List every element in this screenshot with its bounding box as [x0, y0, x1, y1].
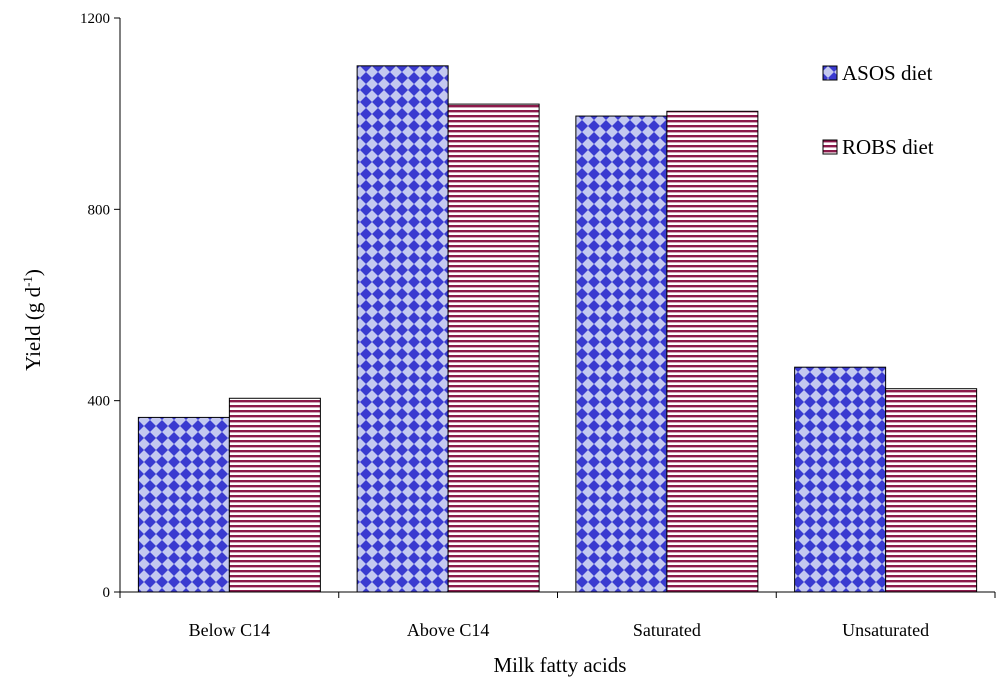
legend-label-robs: ROBS diet [842, 135, 934, 159]
x-category-label: Unsaturated [842, 620, 929, 640]
bar-robs-unsaturated [885, 388, 978, 593]
bar-robs-above-c14 [447, 103, 540, 593]
bars-layer [137, 65, 978, 593]
y-tick-label: 0 [103, 585, 111, 601]
bar-asos-unsaturated [794, 366, 887, 593]
x-category-label: Saturated [633, 620, 701, 640]
bar-asos-saturated [575, 115, 668, 593]
x-axis-title: Milk fatty acids [494, 653, 627, 677]
y-tick-label: 1200 [80, 11, 110, 27]
legend-swatch-robs [822, 139, 838, 155]
x-category-label: Above C14 [407, 620, 490, 640]
bar-robs-saturated [666, 110, 759, 593]
y-tick-label: 400 [88, 394, 111, 410]
y-axis-title-superscript: -1 [20, 276, 35, 287]
legend: ASOS diet ROBS diet [822, 61, 934, 159]
legend-swatch-asos [822, 65, 838, 81]
bar-robs-below-c14 [228, 397, 321, 593]
legend-label-asos: ASOS diet [842, 61, 933, 85]
x-category-label: Below C14 [189, 620, 271, 640]
x-ticks: Below C14 Above C14 Saturated Unsaturated [119, 592, 996, 640]
bar-asos-above-c14 [356, 65, 449, 593]
y-tick-label: 800 [88, 202, 111, 218]
y-axis-title-close: ) [21, 269, 45, 276]
y-axis-title-main: Yield (g d [21, 286, 45, 370]
bar-asos-below-c14 [137, 416, 230, 593]
y-axis-title: Yield (g d-1) [20, 269, 45, 371]
y-ticks: 0 400 800 1200 [80, 11, 120, 601]
